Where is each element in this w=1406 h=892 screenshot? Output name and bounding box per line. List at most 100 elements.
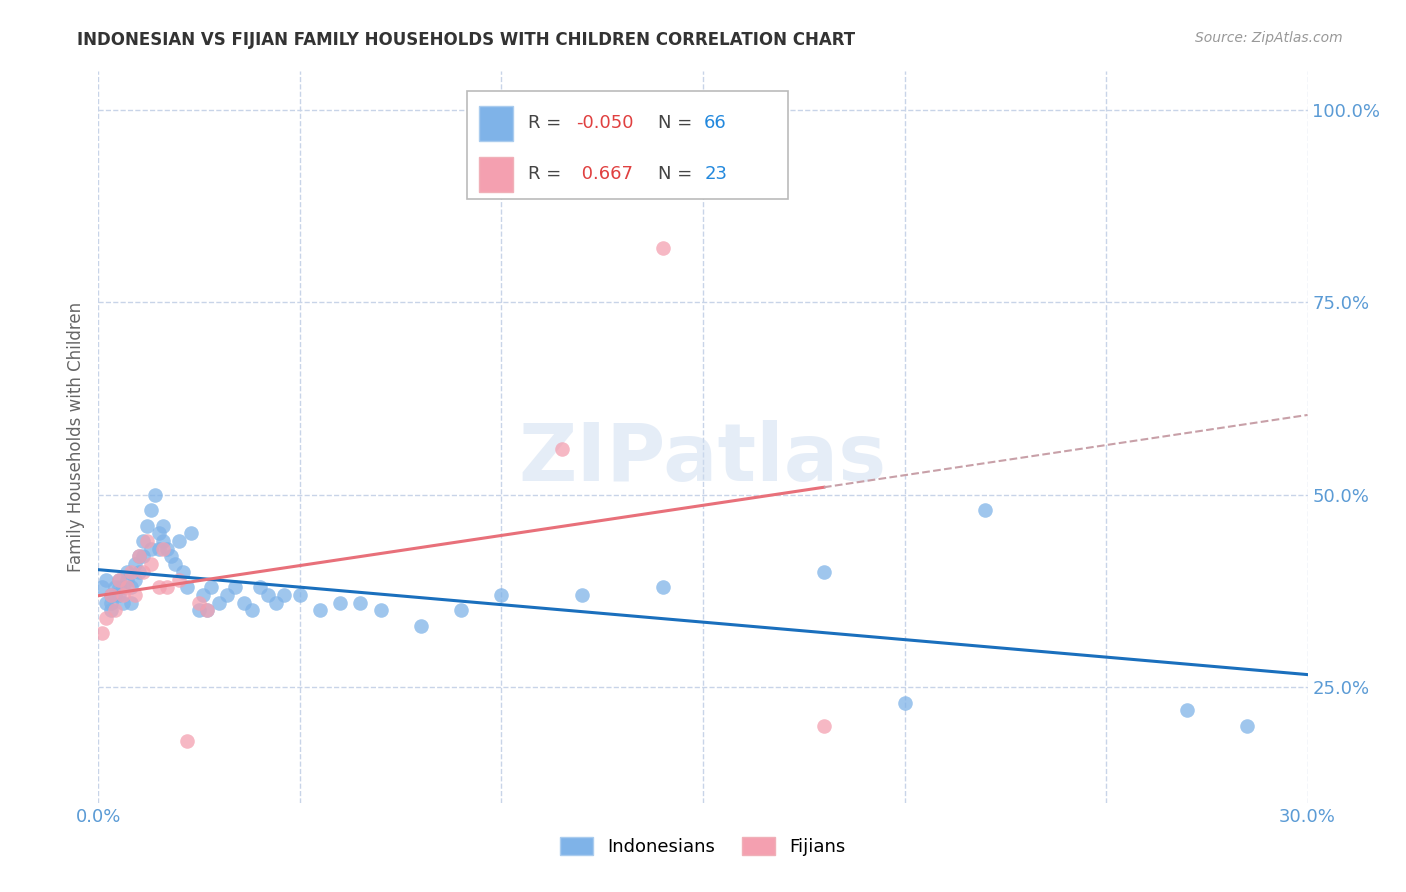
Text: 0.667: 0.667: [576, 165, 633, 184]
Point: [813, 565, 835, 579]
Point: [132, 549, 155, 564]
Text: 66: 66: [704, 114, 727, 133]
Point: [893, 696, 915, 710]
Point: [143, 488, 166, 502]
Point: [152, 534, 174, 549]
Text: N =: N =: [658, 165, 693, 184]
Legend: Indonesians, Fijians: Indonesians, Fijians: [553, 830, 853, 863]
Point: [128, 549, 150, 564]
Point: [1236, 719, 1258, 733]
Point: [100, 596, 122, 610]
Point: [195, 603, 218, 617]
Point: [491, 588, 513, 602]
Point: [115, 580, 138, 594]
Point: [309, 603, 332, 617]
Point: [96, 596, 118, 610]
Point: [651, 242, 673, 256]
Point: [450, 603, 472, 617]
Point: [813, 719, 835, 733]
Point: [107, 573, 129, 587]
Text: R =: R =: [527, 165, 561, 184]
Point: [349, 596, 371, 610]
Point: [152, 541, 174, 556]
Text: Source: ZipAtlas.com: Source: ZipAtlas.com: [1195, 31, 1343, 45]
Point: [256, 588, 278, 602]
Point: [139, 541, 162, 556]
Point: [135, 518, 157, 533]
Text: -0.050: -0.050: [576, 114, 634, 133]
Point: [249, 580, 271, 594]
Point: [100, 588, 122, 602]
Point: [208, 596, 231, 610]
Point: [167, 573, 190, 587]
Point: [100, 588, 122, 602]
Point: [188, 596, 211, 610]
Point: [240, 603, 263, 617]
Point: [180, 526, 202, 541]
Point: [167, 534, 190, 549]
Point: [571, 588, 593, 602]
Point: [100, 603, 122, 617]
Point: [111, 580, 134, 594]
Point: [329, 596, 352, 610]
Text: ZIPatlas: ZIPatlas: [519, 420, 887, 498]
Point: [132, 565, 155, 579]
Point: [111, 596, 134, 610]
Point: [96, 611, 118, 625]
Point: [264, 596, 287, 610]
Point: [132, 534, 155, 549]
Point: [120, 565, 142, 579]
Point: [148, 526, 170, 541]
Point: [115, 573, 138, 587]
Point: [224, 580, 246, 594]
Point: [103, 603, 125, 617]
Point: [188, 603, 211, 617]
Point: [195, 603, 218, 617]
Point: [409, 618, 432, 632]
Text: INDONESIAN VS FIJIAN FAMILY HOUSEHOLDS WITH CHILDREN CORRELATION CHART: INDONESIAN VS FIJIAN FAMILY HOUSEHOLDS W…: [77, 31, 855, 49]
Point: [152, 518, 174, 533]
Point: [91, 626, 114, 640]
Point: [124, 557, 146, 571]
Point: [139, 557, 162, 571]
Point: [103, 588, 125, 602]
Point: [107, 580, 129, 594]
Point: [176, 580, 198, 594]
Y-axis label: Family Households with Children: Family Households with Children: [66, 302, 84, 572]
Point: [128, 565, 150, 579]
Text: 23: 23: [704, 165, 727, 184]
Point: [156, 541, 179, 556]
Point: [128, 549, 150, 564]
FancyBboxPatch shape: [479, 106, 513, 141]
Point: [124, 573, 146, 587]
Point: [974, 503, 997, 517]
Point: [107, 588, 129, 602]
FancyBboxPatch shape: [467, 91, 787, 200]
Point: [193, 588, 215, 602]
Point: [115, 565, 138, 579]
Point: [103, 580, 125, 594]
Point: [172, 565, 194, 579]
Point: [124, 588, 146, 602]
Point: [91, 580, 114, 594]
Point: [107, 573, 129, 587]
Point: [176, 734, 198, 748]
Point: [139, 503, 162, 517]
Point: [96, 573, 118, 587]
Point: [160, 549, 183, 564]
Point: [200, 580, 222, 594]
Point: [120, 580, 142, 594]
Point: [135, 534, 157, 549]
Point: [288, 588, 311, 602]
Point: [651, 580, 673, 594]
Point: [370, 603, 392, 617]
Point: [1175, 703, 1198, 717]
Point: [148, 541, 170, 556]
Point: [273, 588, 295, 602]
FancyBboxPatch shape: [479, 157, 513, 192]
Point: [217, 588, 239, 602]
Point: [232, 596, 254, 610]
Point: [156, 580, 179, 594]
Point: [148, 580, 170, 594]
Text: N =: N =: [658, 114, 693, 133]
